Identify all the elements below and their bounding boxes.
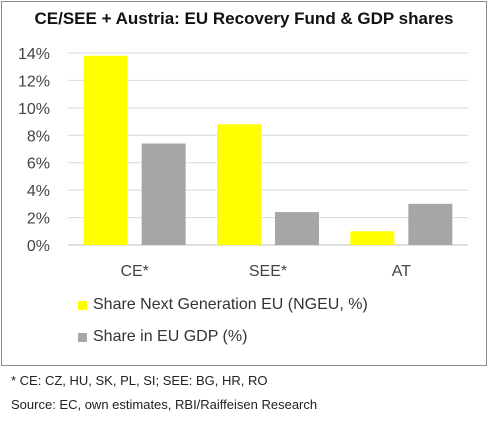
bar-ngeu [217,124,261,245]
bar-gdp [408,203,453,245]
legend-label-ngeu: Share Next Generation EU (NGEU, %) [93,296,368,313]
y-tick-label: 4% [27,183,50,200]
bar-ngeu [83,55,128,245]
legend-item-ngeu: Share Next Generation EU (NGEU, %) [78,296,368,314]
bars [83,55,453,245]
x-tick-label: AT [392,263,411,280]
y-tick-label: 2% [27,211,50,228]
legend-swatch-gdp [78,332,87,342]
chart-title: CE/SEE + Austria: EU Recovery Fund & GDP… [34,9,454,28]
legend-label-gdp: Share in EU GDP (%) [93,328,248,345]
y-tick-label: 10% [18,101,50,118]
x-axis-ticks: CE* SEE* AT [120,263,411,280]
footnote-definition: * CE: CZ, HU, SK, PL, SI; SEE: BG, HR, R… [11,373,268,388]
y-tick-label: 14% [18,46,50,63]
y-tick-label: 0% [27,238,50,255]
legend-swatch-ngeu [78,300,87,310]
y-axis-ticks: 0% 2% 4% 6% 8% 10% 12% 14% [18,46,50,255]
y-tick-label: 8% [27,128,50,145]
legend-item-gdp: Share in EU GDP (%) [78,328,247,346]
bar-gdp [275,212,319,245]
x-tick-label: CE* [120,263,148,280]
gridlines [68,52,468,246]
y-tick-label: 6% [27,156,50,173]
y-tick-label: 12% [18,73,50,90]
bar-gdp [141,143,186,245]
x-tick-label: SEE* [249,263,287,280]
bar-ngeu [350,231,395,245]
footnote-source: Source: EC, own estimates, RBI/Raiffeise… [11,397,318,412]
chart-frame [1,1,487,366]
